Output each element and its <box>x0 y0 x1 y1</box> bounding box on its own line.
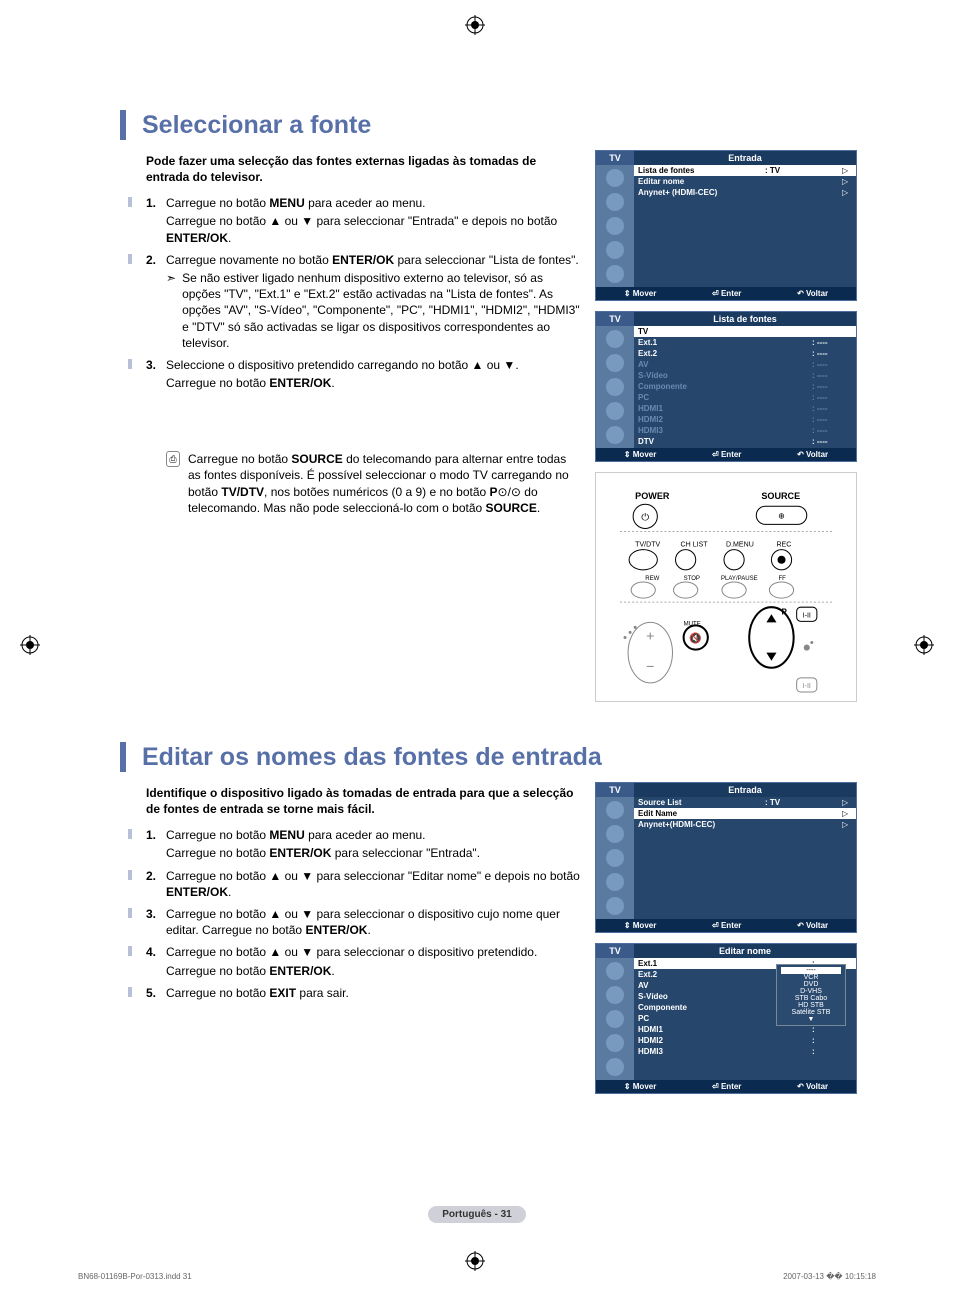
svg-text:I-II: I-II <box>803 612 811 619</box>
crop-mark-icon <box>20 635 40 655</box>
osd-sidebar <box>596 958 634 1080</box>
crop-mark-icon <box>914 635 934 655</box>
osd-rows: Lista de fontes: TV▷Editar nome▷Anynet+ … <box>634 165 856 287</box>
osd-footer: ⇕ Mover⏎ Enter↶ Voltar <box>596 287 856 300</box>
svg-text:−: − <box>646 658 654 674</box>
intro-text: Identifique o dispositivo ligado às toma… <box>146 786 580 817</box>
page-number: Português - 31 <box>0 1204 954 1223</box>
heading-bar-icon <box>120 742 126 772</box>
svg-text:STOP: STOP <box>684 576 700 582</box>
document-page: Seleccionar a fonte Pode fazer uma selec… <box>0 0 954 1301</box>
svg-text:+: + <box>646 628 654 644</box>
svg-text:REW: REW <box>645 576 659 582</box>
osd-tv-badge: TV <box>596 944 634 958</box>
intro-text: Pode fazer uma selecção das fontes exter… <box>146 154 580 185</box>
osd-footer: ⇕ Mover⏎ Enter↶ Voltar <box>596 1080 856 1093</box>
osd-title: Lista de fontes <box>634 312 856 326</box>
osd-title: Editar nome <box>634 944 856 958</box>
tip-text: Carregue no botão SOURCE do telecomando … <box>188 451 580 516</box>
tip-box: ⎙ Carregue no botão SOURCE do telecomand… <box>166 451 580 516</box>
svg-text:FF: FF <box>778 576 786 582</box>
heading-text: Editar os nomes das fontes de entrada <box>142 743 602 772</box>
osd-screenshot-entrada: TVEntrada Lista de fontes: TV▷Editar nom… <box>595 150 857 301</box>
osd-sidebar <box>596 797 634 919</box>
svg-text:SOURCE: SOURCE <box>761 491 800 501</box>
osd-footer: ⇕ Mover⏎ Enter↶ Voltar <box>596 919 856 932</box>
osd-rows: TVExt.1: ----Ext.2: ----AV: ----S-Vídeo:… <box>634 326 856 448</box>
osd-tv-badge: TV <box>596 151 634 165</box>
osd-sidebar <box>596 326 634 448</box>
remote-control-illustration: POWER SOURCE ⏻ ⊕ TV/DTVCH LISTD.MENUREC … <box>595 472 857 702</box>
osd-title: Entrada <box>634 151 856 165</box>
crop-mark-icon <box>465 1251 485 1271</box>
heading-bar-icon <box>120 110 126 140</box>
osd-tv-badge: TV <box>596 312 634 326</box>
steps-list: 1.Carregue no botão MENU para aceder ao … <box>146 827 580 1001</box>
steps-list: 1.Carregue no botão MENU para aceder ao … <box>146 195 580 391</box>
svg-text:PLAY/PAUSE: PLAY/PAUSE <box>721 576 758 582</box>
section-heading: Seleccionar a fonte <box>120 110 874 140</box>
svg-text:⏻: ⏻ <box>641 512 649 523</box>
svg-text:REC: REC <box>776 542 791 549</box>
osd-screenshot-editar-nome: TVEditar nome Ext.1:Ext.2:AV:S-Vídeo:Com… <box>595 943 857 1094</box>
osd-screenshot-entrada-2: TVEntrada Source List: TV▷Edit Name▷Anyn… <box>595 782 857 933</box>
doc-timestamp: 2007-03-13 �� 10:15:18 <box>783 1272 876 1281</box>
osd-sidebar <box>596 165 634 287</box>
svg-text:D.MENU: D.MENU <box>726 542 754 549</box>
svg-text:MUTE: MUTE <box>684 621 701 627</box>
remote-tip-icon: ⎙ <box>166 451 180 467</box>
section-heading: Editar os nomes das fontes de entrada <box>120 742 874 772</box>
doc-filename: BN68-01169B-Por-0313.indd 31 <box>78 1272 192 1281</box>
osd-title: Entrada <box>634 783 856 797</box>
osd-screenshot-lista-fontes: TVLista de fontes TVExt.1: ----Ext.2: --… <box>595 311 857 462</box>
svg-text:POWER: POWER <box>635 491 670 501</box>
svg-text:CH LIST: CH LIST <box>681 542 709 549</box>
svg-text:⊕: ⊕ <box>778 511 785 520</box>
crop-mark-icon <box>465 15 485 35</box>
osd-tv-badge: TV <box>596 783 634 797</box>
osd-rows: Source List: TV▷Edit Name▷Anynet+(HDMI-C… <box>634 797 856 919</box>
document-footer: BN68-01169B-Por-0313.indd 31 2007-03-13 … <box>78 1272 876 1281</box>
osd-edit-popup: ----VCRDVDD-VHSSTB CaboHD STBSatélite ST… <box>776 964 846 1026</box>
svg-text:TV/DTV: TV/DTV <box>635 542 660 549</box>
svg-text:I-II: I-II <box>803 683 811 690</box>
heading-text: Seleccionar a fonte <box>142 111 371 140</box>
svg-text:🔇: 🔇 <box>689 632 702 645</box>
osd-footer: ⇕ Mover⏎ Enter↶ Voltar <box>596 448 856 461</box>
